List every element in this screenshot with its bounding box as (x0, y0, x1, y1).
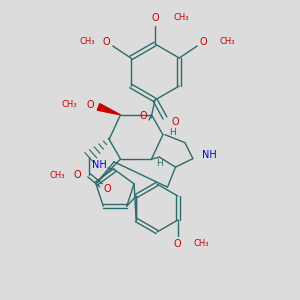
Text: CH₃: CH₃ (219, 38, 235, 46)
Polygon shape (97, 103, 121, 115)
Text: O: O (103, 184, 111, 194)
Text: H: H (169, 128, 176, 137)
Text: O: O (151, 13, 159, 23)
Text: CH₃: CH₃ (173, 14, 188, 22)
Text: O: O (174, 239, 182, 249)
Text: CH₃: CH₃ (194, 239, 209, 248)
Text: O: O (200, 37, 207, 47)
Text: NH: NH (202, 150, 216, 160)
Text: CH₃: CH₃ (79, 38, 95, 46)
Text: CH₃: CH₃ (61, 100, 76, 109)
Text: H: H (156, 159, 163, 168)
Text: O: O (74, 170, 81, 180)
Text: O: O (103, 37, 111, 47)
Text: NH: NH (92, 160, 106, 170)
Text: CH₃: CH₃ (50, 171, 65, 180)
Text: O: O (87, 100, 94, 110)
Text: O: O (139, 111, 147, 121)
Text: O: O (171, 117, 179, 127)
